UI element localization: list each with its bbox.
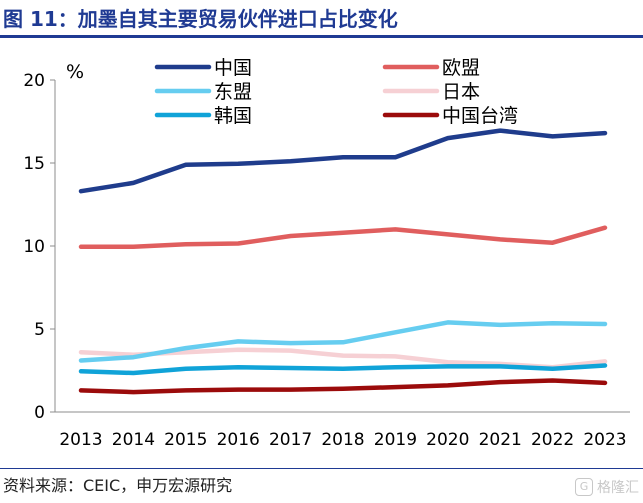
x-tick-label: 2021 [479, 430, 522, 450]
legend-label: 韩国 [214, 105, 252, 127]
watermark: G 格隆汇 [575, 476, 639, 498]
series-line [78, 320, 608, 363]
y-tick-label: 10 [23, 237, 45, 257]
source-note: 资料来源：CEIC，申万宏源研究 [3, 476, 233, 495]
footer-divider [0, 468, 643, 469]
x-tick-label: 2013 [59, 430, 102, 450]
x-tick-label: 2019 [374, 430, 417, 450]
x-tick-label: 2016 [217, 430, 260, 450]
legend-label: 中国 [214, 57, 252, 79]
series-line [78, 378, 608, 395]
legend-label: 东盟 [214, 81, 252, 103]
x-tick-label: 2023 [583, 430, 626, 450]
y-axis-unit-label: % [66, 61, 84, 83]
x-tick-label: 2018 [321, 430, 364, 450]
title-divider [0, 35, 643, 38]
series-line [78, 225, 608, 250]
x-tick-label: 2014 [112, 430, 155, 450]
y-tick-label: 20 [23, 71, 45, 91]
x-tick-label: 2015 [164, 430, 207, 450]
legend-label: 欧盟 [442, 57, 480, 79]
series-line [78, 363, 608, 376]
x-tick-label: 2017 [269, 430, 312, 450]
series-lines [78, 128, 608, 395]
watermark-text: 格隆汇 [597, 480, 639, 496]
x-tick-label: 2020 [426, 430, 469, 450]
series-line [78, 128, 608, 194]
legend-label: 中国台湾 [442, 105, 518, 127]
y-tick-label: 0 [34, 403, 45, 423]
x-tick-label: 2022 [531, 430, 574, 450]
page-title: 图 11：加墨自其主要贸易伙伴进口占比变化 [3, 7, 398, 31]
x-axis: 2013 2014 2015 2016 2017 2018 2019 2020 2021 2022… [55, 411, 630, 450]
y-axis: 0 5 10 15 20 [23, 71, 56, 423]
y-tick-label: 15 [23, 154, 45, 174]
legend-label: 日本 [442, 81, 480, 103]
gelonghui-logo-icon: G [575, 478, 593, 496]
y-tick-label: 5 [34, 320, 45, 340]
line-chart: 0 5 10 15 20 2013 2014 2015 2016 2017 2018 2019 202… [23, 57, 630, 450]
